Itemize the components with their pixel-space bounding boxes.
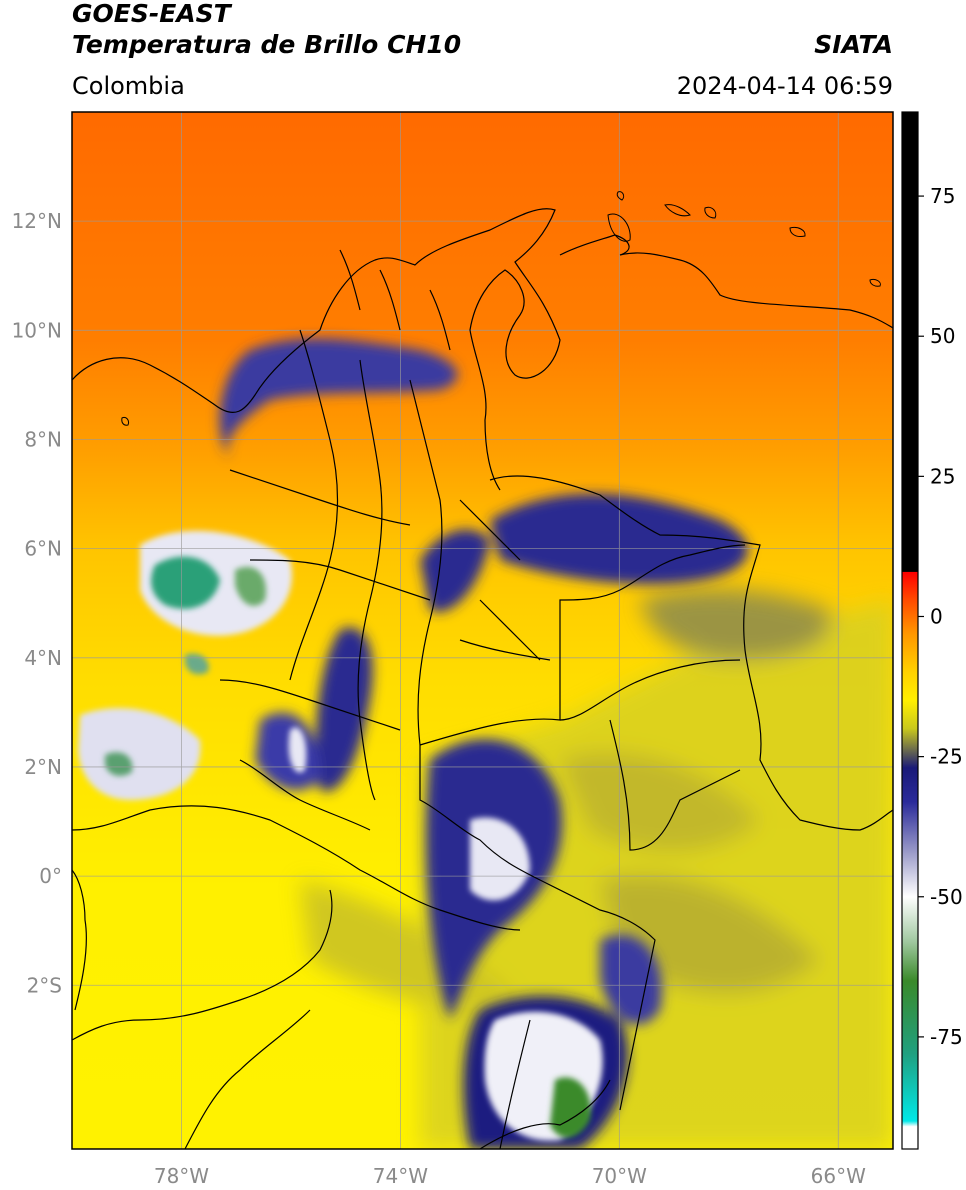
lon-tick-label: 74°W bbox=[373, 1164, 428, 1188]
colorbar-tick-label: -75 bbox=[930, 1025, 963, 1049]
satellite-title: GOES-EAST bbox=[72, 0, 231, 28]
product-title: Temperatura de Brillo CH10 bbox=[72, 30, 462, 59]
lon-tick-label: 78°W bbox=[154, 1164, 209, 1188]
lat-tick-label: 2°S bbox=[27, 973, 62, 997]
map-frame bbox=[71, 111, 894, 1150]
colorbar-ticks: 75 50 25 0 -25 -50 -75 bbox=[918, 184, 963, 1049]
colorbar-tick-label: -50 bbox=[930, 885, 963, 909]
colorbar-tick-label: 50 bbox=[930, 324, 955, 348]
brightness-field bbox=[72, 112, 893, 1149]
longitude-ticks: 78°W 74°W 70°W 66°W bbox=[154, 1164, 866, 1188]
lat-tick-label: 2°N bbox=[24, 755, 62, 779]
colorbar-tick-label: 0 bbox=[930, 604, 943, 628]
colorbar-tick-label: 25 bbox=[930, 464, 955, 488]
lat-tick-label: 8°N bbox=[24, 427, 62, 451]
lat-tick-label: 0° bbox=[39, 864, 62, 888]
lon-tick-label: 66°W bbox=[811, 1164, 866, 1188]
lat-tick-label: 4°N bbox=[24, 646, 62, 670]
agency-label: SIATA bbox=[814, 30, 893, 59]
region-label: Colombia bbox=[72, 72, 185, 100]
colorbar-tick-label: 75 bbox=[930, 184, 955, 208]
coastline-borders bbox=[72, 208, 893, 1149]
colorbar bbox=[902, 112, 918, 1149]
colorbar-tick-label: -25 bbox=[930, 745, 963, 769]
lon-tick-label: 70°W bbox=[592, 1164, 647, 1188]
colorbar-gradient bbox=[902, 112, 918, 1149]
graticule bbox=[72, 112, 893, 1149]
islands bbox=[121, 191, 881, 426]
lat-tick-label: 10°N bbox=[12, 318, 62, 342]
lat-tick-label: 12°N bbox=[12, 209, 62, 233]
colorbar-frame bbox=[901, 111, 919, 1150]
datetime-label: 2024-04-14 06:59 bbox=[676, 72, 893, 100]
latitude-ticks: 12°N 10°N 8°N 6°N 4°N 2°N 0° 2°S bbox=[12, 209, 62, 997]
lat-tick-label: 6°N bbox=[24, 537, 62, 561]
